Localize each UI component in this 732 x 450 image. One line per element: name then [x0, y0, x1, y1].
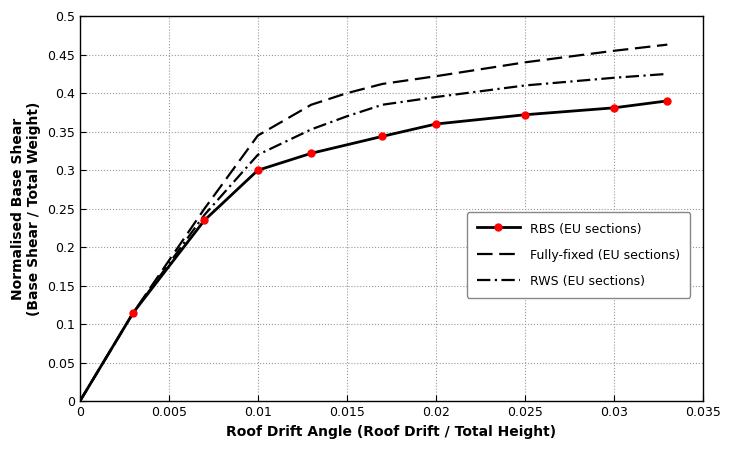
- Y-axis label: Normalised Base Shear
(Base Shear / Total Weight): Normalised Base Shear (Base Shear / Tota…: [11, 102, 41, 316]
- Legend: RBS (EU sections), Fully-fixed (EU sections), RWS (EU sections): RBS (EU sections), Fully-fixed (EU secti…: [466, 212, 690, 298]
- X-axis label: Roof Drift Angle (Roof Drift / Total Height): Roof Drift Angle (Roof Drift / Total Hei…: [226, 425, 556, 439]
